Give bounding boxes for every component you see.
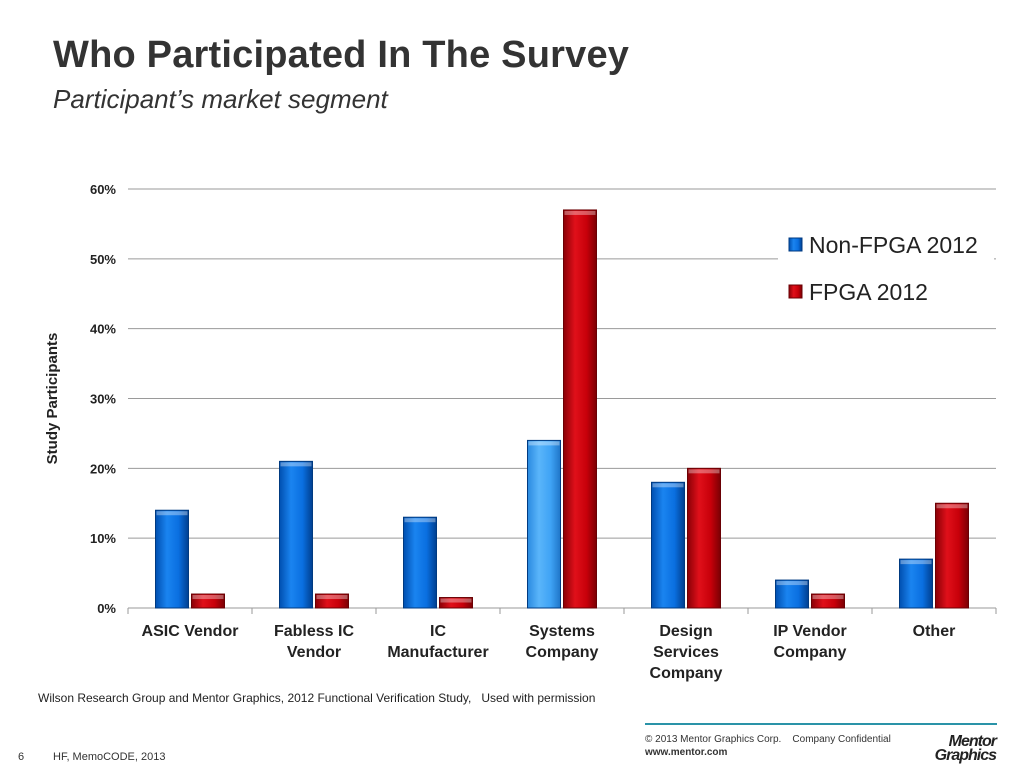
- legend-label: FPGA 2012: [809, 279, 928, 305]
- legend-box: [778, 228, 994, 262]
- bar-top-highlight: [156, 511, 188, 516]
- bar-top-highlight: [936, 504, 968, 509]
- bar-fpga: [439, 597, 473, 609]
- bar-top-highlight: [192, 595, 224, 600]
- bar-non-fpga: [899, 558, 933, 609]
- y-tick-label: 50%: [90, 252, 116, 267]
- x-category-label: Company: [774, 644, 847, 661]
- bar-top-highlight: [688, 469, 720, 474]
- slide-subtitle: Participant’s market segment: [53, 84, 388, 114]
- x-category-label: Design: [659, 623, 712, 640]
- bar-top-highlight: [404, 518, 436, 523]
- bar-fpga: [811, 593, 845, 609]
- x-category-label: Fabless IC: [274, 623, 354, 640]
- page-number: 6: [18, 751, 25, 763]
- footer-note: HF, MemoCODE, 2013: [53, 751, 166, 763]
- x-category-label: Other: [913, 623, 956, 640]
- bar-fpga: [191, 593, 225, 609]
- legend-box: [778, 272, 994, 306]
- y-axis-label: Study Participants: [44, 333, 61, 465]
- bar-non-fpga: [279, 460, 313, 609]
- logo-line-1: Mentor: [948, 733, 997, 750]
- bar-fpga: [935, 502, 969, 609]
- bar-top-highlight: [528, 441, 560, 446]
- x-category-label: Services: [653, 644, 719, 661]
- y-tick-label: 0%: [97, 601, 116, 616]
- bar-non-fpga: [775, 579, 809, 609]
- bar-fpga: [687, 467, 721, 609]
- bar-top-highlight: [316, 595, 348, 600]
- x-category-label: Manufacturer: [387, 644, 488, 661]
- x-category-label: Systems: [529, 623, 595, 640]
- y-tick-label: 20%: [90, 461, 116, 476]
- bar-top-highlight: [652, 483, 684, 488]
- legend-label: Non-FPGA 2012: [809, 232, 978, 258]
- bar-fpga: [563, 209, 597, 609]
- bar-non-fpga: [651, 481, 685, 609]
- source-note: Wilson Research Group and Mentor Graphic…: [38, 691, 596, 705]
- bar-top-highlight: [564, 210, 596, 215]
- x-category-label: IP Vendor: [773, 623, 847, 640]
- footer-rule: [645, 723, 997, 725]
- bar-top-highlight: [280, 462, 312, 467]
- x-category-label: Company: [526, 644, 599, 661]
- x-category-label: ASIC Vendor: [142, 623, 239, 640]
- bar-top-highlight: [900, 560, 932, 565]
- website-link[interactable]: www.mentor.com: [645, 747, 728, 758]
- legend-swatch: [788, 284, 803, 299]
- slide-title: Who Participated In The Survey: [53, 34, 630, 76]
- x-category-label: Vendor: [287, 644, 341, 661]
- bar-non-fpga: [155, 509, 189, 609]
- bar-top-highlight: [440, 598, 472, 603]
- bar-non-fpga: [527, 439, 561, 609]
- y-tick-label: 40%: [90, 322, 116, 337]
- mentor-graphics-logo: Mentor Graphics: [916, 733, 997, 764]
- bar-non-fpga: [403, 516, 437, 609]
- bar-top-highlight: [812, 595, 844, 600]
- x-category-label: IC: [430, 623, 446, 640]
- copyright-text: © 2013 Mentor Graphics Corp. Company Con…: [645, 734, 891, 745]
- logo-line-2: Graphics: [934, 747, 997, 764]
- legend-swatch: [788, 237, 803, 252]
- y-tick-label: 30%: [90, 392, 116, 407]
- y-tick-label: 10%: [90, 531, 116, 546]
- y-tick-label: 60%: [90, 182, 116, 197]
- bar-top-highlight: [776, 581, 808, 586]
- bar-fpga: [315, 593, 349, 609]
- x-category-label: Company: [650, 665, 723, 682]
